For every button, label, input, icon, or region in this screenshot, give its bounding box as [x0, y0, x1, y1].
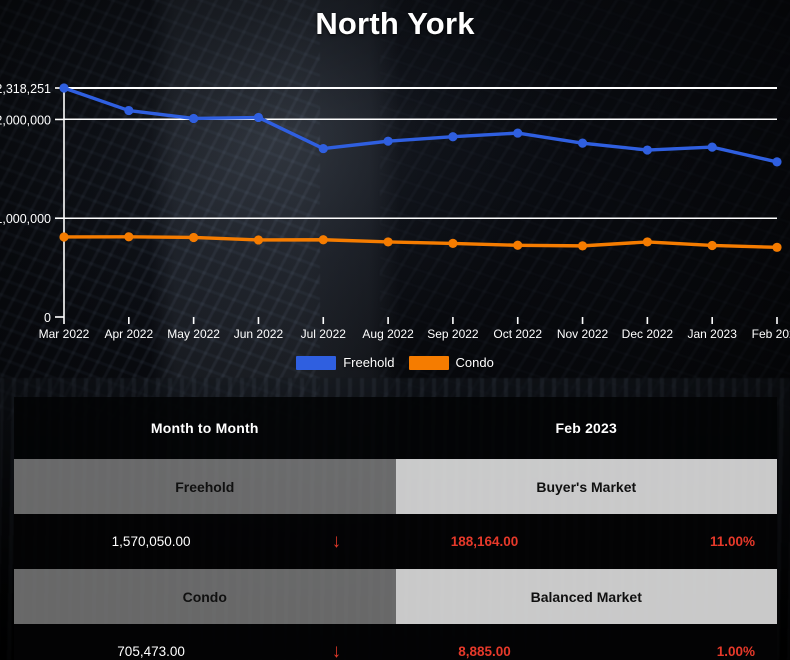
data-point-condo[interactable] — [513, 240, 523, 250]
data-point-condo[interactable] — [448, 238, 458, 249]
data-point-condo[interactable] — [124, 232, 134, 242]
data-point-condo[interactable] — [707, 240, 717, 251]
table-row-condo: 705,473.00 ↓ 8,885.00 1.00% — [14, 624, 777, 660]
price-trend-chart: 2,318,251 2,000,000 1,000,000 0 Mar 2022 Apr … — [0, 60, 790, 350]
x-axis-label: Jul 2022 — [301, 327, 347, 341]
data-point-condo[interactable] — [642, 237, 652, 247]
table-row-freehold: 1,570,050.00 ↓ 188,164.00 11.00% — [14, 514, 777, 569]
legend-label: Freehold — [343, 355, 395, 370]
data-point-freehold[interactable] — [772, 157, 782, 167]
condo-change-percent: 1.00% — [716, 644, 755, 659]
header-month-to-month: Month to Month — [150, 420, 259, 436]
data-point-condo[interactable] — [383, 237, 393, 247]
legend-item-freehold[interactable]: Freehold — [296, 355, 395, 370]
data-point-freehold[interactable] — [318, 143, 328, 154]
x-axis-label: Feb 2023 — [752, 327, 790, 341]
data-point-condo[interactable] — [772, 242, 782, 252]
condo-change-value: 8,885.00 — [458, 644, 511, 659]
x-axis-label: Mar 2022 — [39, 327, 90, 341]
band-label-condo: Condo — [14, 569, 396, 624]
data-point-freehold[interactable] — [189, 113, 199, 124]
freehold-change-percent: 11.00% — [709, 534, 755, 549]
x-axis-label: Jun 2022 — [234, 327, 284, 341]
legend-swatch-condo — [408, 355, 449, 370]
legend-label: Condo — [455, 355, 494, 370]
freehold-price: 1,570,050.00 — [111, 534, 191, 549]
y-axis-label: 2,318,251 — [0, 82, 51, 96]
table-header-row: Month to Month Feb 2023 — [14, 397, 777, 459]
chart-canvas: 2,318,251 2,000,000 1,000,000 0 Mar 2022 Apr … — [0, 82, 790, 341]
x-axis-label: Oct 2022 — [493, 327, 542, 341]
x-axis-label: Dec 2022 — [622, 327, 674, 341]
freehold-change-value: 188,164.00 — [450, 534, 519, 549]
data-point-freehold[interactable] — [253, 112, 264, 123]
header-period: Feb 2023 — [555, 420, 618, 436]
band-row-condo: Condo Balanced Market — [14, 569, 777, 624]
data-point-freehold[interactable] — [124, 105, 134, 116]
data-point-condo[interactable] — [189, 232, 199, 243]
arrow-down-icon: ↓ — [331, 641, 342, 660]
data-point-condo[interactable] — [577, 241, 588, 251]
y-axis-label: 2,000,000 — [0, 113, 51, 127]
legend-item-condo[interactable]: Condo — [408, 355, 494, 370]
legend-swatch-freehold — [296, 355, 337, 370]
band-market-status-condo: Balanced Market — [395, 569, 777, 624]
x-axis-label: Aug 2022 — [362, 327, 414, 341]
series-line-freehold — [62, 86, 779, 164]
data-point-freehold[interactable] — [707, 142, 717, 152]
band-label-freehold: Freehold — [14, 459, 396, 514]
x-axis-label: Jan 2023 — [687, 327, 737, 341]
x-axis-label: Sep 2022 — [427, 327, 479, 341]
band-market-status-freehold: Buyer's Market — [395, 459, 777, 514]
y-axis-label: 0 — [44, 311, 51, 325]
data-point-condo[interactable] — [59, 232, 69, 242]
data-point-freehold[interactable] — [383, 136, 393, 146]
x-axis-label: May 2022 — [167, 327, 220, 341]
data-point-condo[interactable] — [253, 235, 264, 245]
series-line-condo — [62, 235, 779, 250]
x-axis-label: Nov 2022 — [557, 327, 609, 341]
data-point-freehold[interactable] — [577, 138, 588, 148]
data-point-freehold[interactable] — [513, 128, 523, 138]
x-axis-label: Apr 2022 — [104, 327, 153, 341]
band-row-freehold: Freehold Buyer's Market — [14, 459, 777, 514]
condo-price: 705,473.00 — [117, 644, 185, 659]
data-point-freehold[interactable] — [642, 145, 652, 155]
arrow-down-icon: ↓ — [331, 531, 342, 552]
data-point-condo[interactable] — [318, 235, 328, 245]
page-title: North York — [315, 6, 475, 41]
data-point-freehold[interactable] — [59, 83, 69, 93]
chart-legend: Freehold Condo — [0, 355, 790, 370]
y-axis-label: 1,000,000 — [0, 212, 51, 226]
summary-table: Month to Month Feb 2023 Freehold Buyer's… — [14, 397, 777, 660]
data-point-freehold[interactable] — [448, 132, 458, 142]
